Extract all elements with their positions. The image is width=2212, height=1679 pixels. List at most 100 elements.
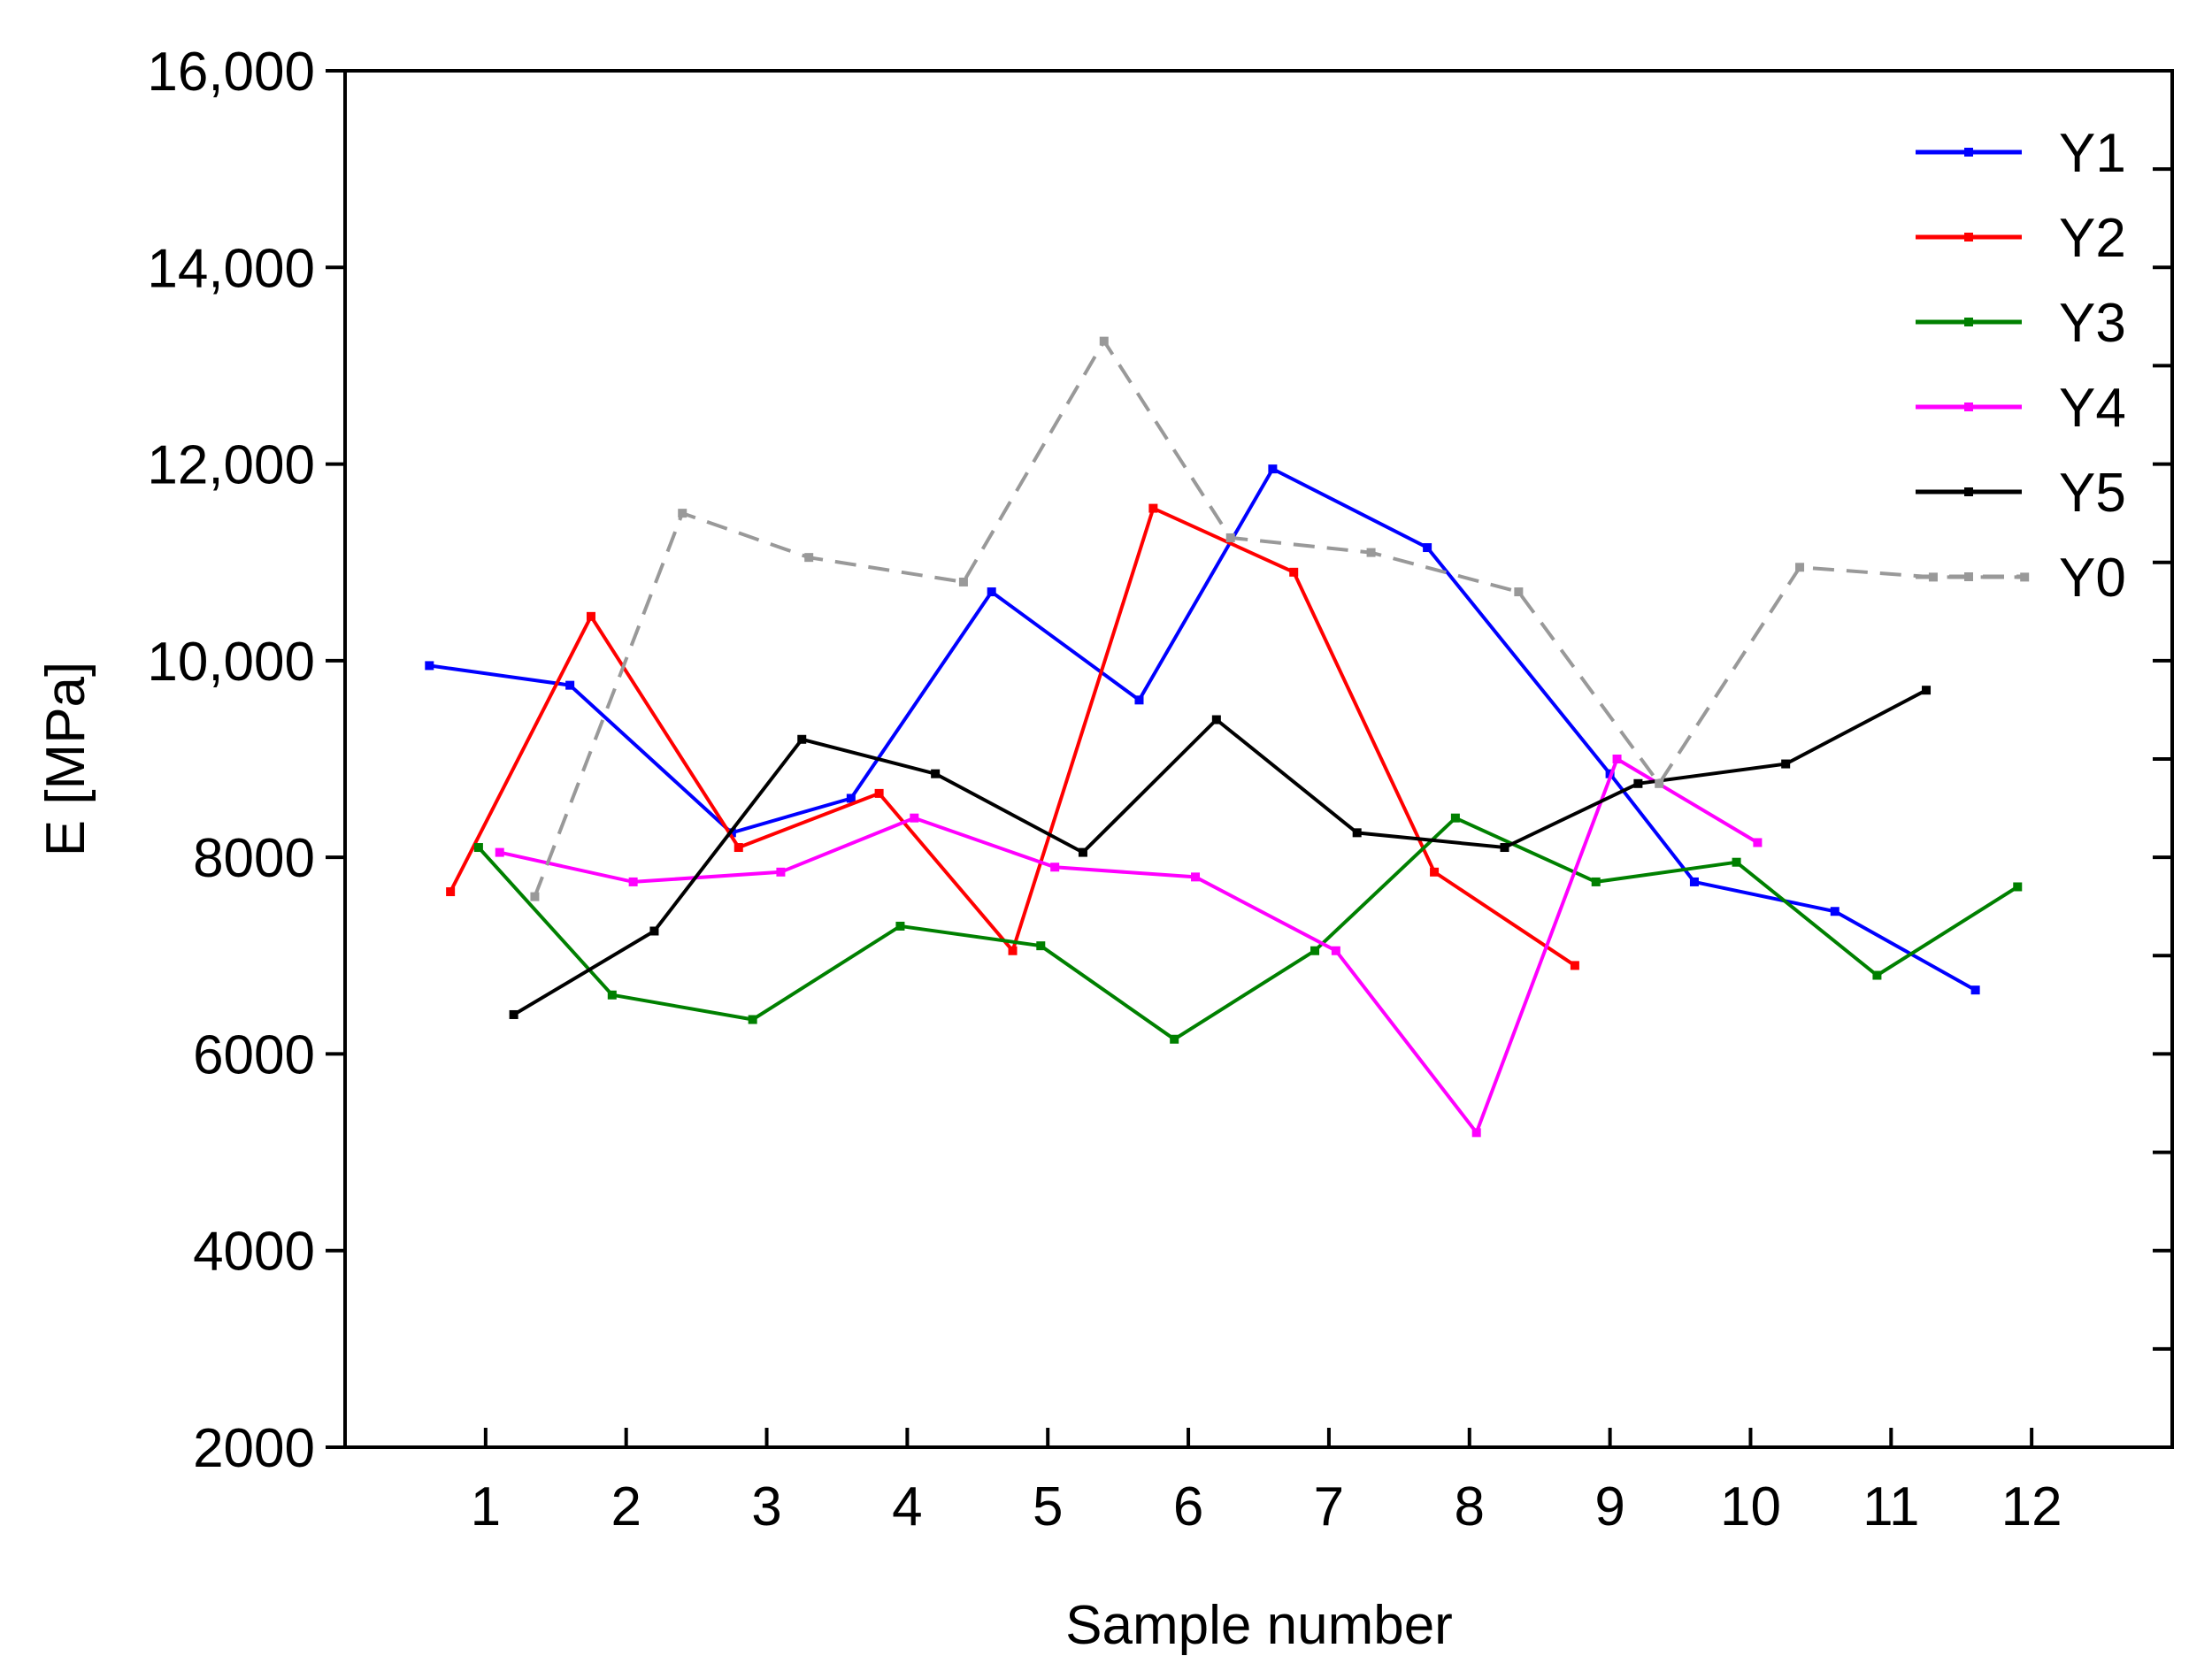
data-point-y4-4: [910, 813, 919, 823]
data-point-y1-7: [1268, 464, 1278, 474]
x-tick-label-4: 4: [892, 1476, 922, 1537]
y-tick-label-14000: 14,000: [147, 238, 315, 299]
data-point-y4-6: [1191, 872, 1201, 882]
data-point-y1-10: [1689, 877, 1699, 886]
series-line-y5: [512, 688, 1927, 1016]
y-tick-label-10000: 10,000: [147, 632, 315, 693]
data-point-y4-1: [495, 847, 504, 857]
data-point-y0-1: [530, 892, 540, 901]
data-point-y5-6: [1211, 715, 1221, 724]
data-point-y4-8: [1471, 1128, 1481, 1138]
legend-label-y4: Y4: [2059, 378, 2126, 439]
legend-marker-y2: [1964, 233, 1973, 242]
data-point-y3-6: [1170, 1034, 1179, 1044]
x-tick-label-1: 1: [471, 1476, 501, 1537]
data-point-y0-4: [958, 577, 968, 586]
legend-label-y2: Y2: [2059, 208, 2126, 269]
series-line-y2: [449, 505, 1577, 968]
data-point-y5-2: [649, 926, 659, 936]
data-point-y1-2: [565, 680, 575, 690]
legend-label-y1: Y1: [2059, 123, 2126, 184]
x-tick-label-8: 8: [1455, 1476, 1485, 1537]
data-point-y2-5: [1008, 946, 1018, 955]
series-line-y1: [429, 466, 1977, 992]
x-tick-label-2: 2: [611, 1476, 641, 1537]
data-point-y1-12: [1970, 985, 1980, 995]
data-point-y0-8: [1514, 587, 1524, 597]
data-point-y3-1: [473, 843, 483, 853]
data-point-y3-3: [748, 1015, 757, 1024]
data-point-y3-11: [1872, 970, 1882, 980]
series-line-y0: [533, 337, 2025, 898]
y-tick-label-16000: 16,000: [147, 42, 315, 103]
legend-marker-y3: [1964, 318, 1973, 326]
data-point-y3-4: [895, 921, 905, 931]
legend-marker-y4: [1964, 402, 1973, 411]
x-tick-label-9: 9: [1594, 1476, 1624, 1537]
y-tick-label-4000: 4000: [193, 1222, 315, 1283]
data-point-y0-6: [1225, 533, 1235, 542]
data-point-y2-1: [446, 887, 456, 897]
data-point-y5-7: [1352, 828, 1362, 838]
series-line-y4: [499, 756, 1759, 1137]
data-point-y5-1: [509, 1009, 518, 1019]
data-point-y4-7: [1331, 946, 1340, 955]
data-point-y3-5: [1036, 941, 1046, 951]
data-point-y1-5: [987, 587, 996, 597]
x-tick-label-10: 10: [1720, 1476, 1781, 1537]
data-point-y0-5: [1099, 336, 1109, 346]
legend-label-y3: Y3: [2059, 293, 2126, 354]
legend-marker-y1: [1964, 148, 1973, 157]
legend-marker-y5: [1964, 487, 1973, 496]
data-point-y5-5: [1078, 847, 1087, 857]
legend: Y1 Y2 Y3 Y4 Y5 Y0: [1916, 123, 2126, 609]
y-tick-label-8000: 8000: [193, 828, 315, 889]
data-point-y5-8: [1500, 843, 1509, 853]
data-point-y4-3: [776, 867, 786, 877]
data-point-y3-2: [607, 990, 617, 1000]
data-point-y0-2: [678, 509, 687, 518]
data-point-y4-2: [628, 877, 638, 886]
data-point-y5-10: [1781, 759, 1791, 769]
data-point-y5-3: [797, 734, 807, 744]
data-point-y3-7: [1310, 946, 1320, 955]
series-y3: [473, 813, 2023, 1044]
data-point-y2-6: [1148, 503, 1158, 513]
data-point-y4-5: [1050, 862, 1060, 872]
x-tick-label-7: 7: [1314, 1476, 1344, 1537]
x-tick-label-5: 5: [1033, 1476, 1063, 1537]
series-y0: [530, 336, 2030, 901]
data-point-y2-7: [1289, 567, 1299, 577]
series-y4: [495, 755, 1763, 1138]
series-layer: [425, 336, 2030, 1138]
x-tick-label-3: 3: [751, 1476, 781, 1537]
x-tick-label-11: 11: [1863, 1476, 1919, 1537]
data-point-y0-7: [1366, 548, 1376, 557]
data-point-y2-2: [586, 611, 595, 621]
data-point-y3-8: [1450, 813, 1460, 823]
data-point-y3-9: [1591, 877, 1601, 886]
data-point-y0-3: [804, 553, 814, 563]
data-point-y2-9: [1570, 961, 1579, 970]
data-point-y5-9: [1633, 778, 1643, 788]
plot-frame: [343, 69, 2174, 1449]
series-y1: [425, 464, 1980, 995]
x-axis: 1 2 3 4 5 6 7 8 9 10 11 12: [471, 1428, 2062, 1537]
data-point-y2-3: [733, 843, 743, 853]
y-tick-label-12000: 12,000: [147, 435, 315, 496]
series-y2: [446, 503, 1579, 970]
data-point-y5-11: [1922, 686, 1932, 695]
data-point-y1-8: [1423, 543, 1432, 553]
x-tick-label-12: 12: [2001, 1476, 2062, 1537]
legend-label-y5: Y5: [2059, 463, 2126, 524]
y-axis-title: E [MPa]: [35, 662, 96, 857]
data-point-y1-4: [846, 794, 856, 803]
series-line-y3: [477, 816, 2019, 1042]
x-tick-label-6: 6: [1173, 1476, 1203, 1537]
data-point-y3-10: [1732, 857, 1741, 867]
data-point-y2-4: [874, 788, 884, 798]
data-point-y5-4: [931, 769, 941, 778]
data-point-y0-12: [2020, 572, 2030, 582]
series-y5: [509, 686, 1932, 1019]
